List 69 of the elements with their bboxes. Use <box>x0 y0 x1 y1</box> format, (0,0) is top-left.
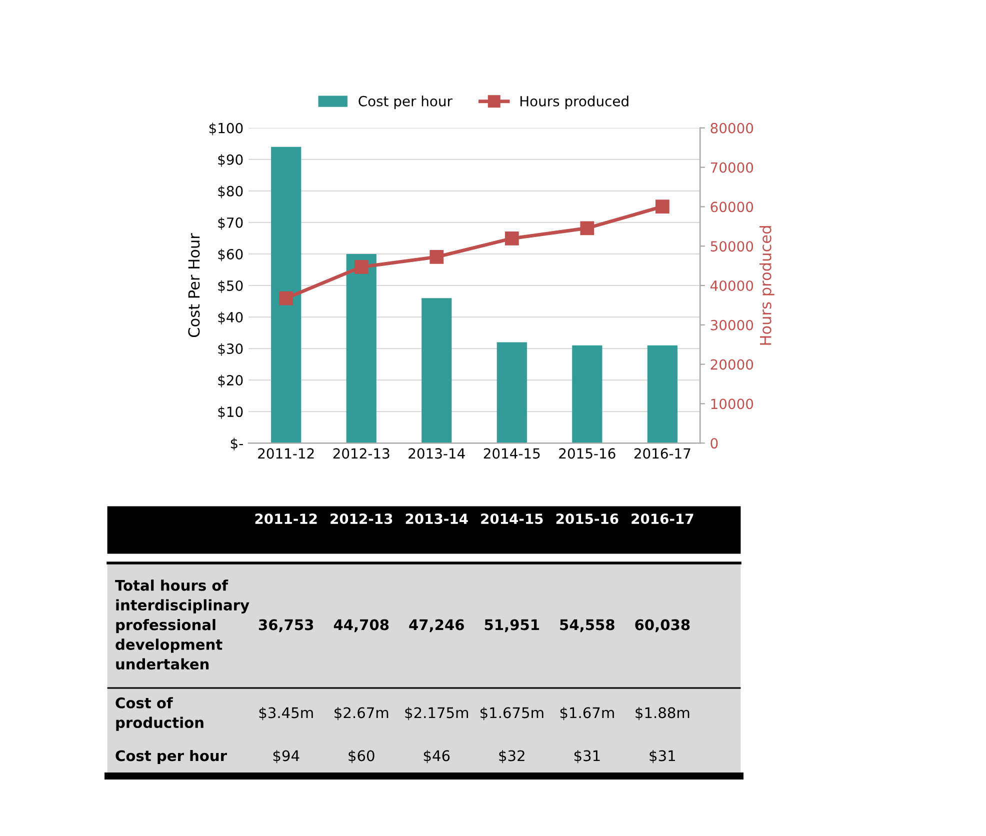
legend-label: Hours produced <box>520 96 628 110</box>
x-tick-label: 2016-17 <box>634 448 690 459</box>
y-tick-label: $- <box>230 438 243 450</box>
y2-tick-label: 80000 <box>710 122 754 134</box>
x-tick-label: 2014-15 <box>484 448 540 459</box>
point <box>580 221 594 236</box>
category-label: 2012-13 <box>330 514 392 524</box>
y-tick-label: $20 <box>218 374 243 388</box>
data-label: 51,951 <box>484 619 540 632</box>
y-tick-label: $70 <box>218 217 243 230</box>
bar <box>271 146 302 444</box>
y-tick-label: $80 <box>218 186 243 198</box>
bar <box>346 254 376 444</box>
data-label: 47,246 <box>409 619 464 632</box>
text: $1.67m <box>560 706 614 720</box>
category-label: 2011-12 <box>255 514 317 524</box>
y2-tick-label: 60000 <box>710 202 754 212</box>
data-label: 60,038 <box>635 619 690 632</box>
y2-tick-label: 0 <box>710 438 718 449</box>
y2-tick-label: 50000 <box>710 241 754 252</box>
data-label: $31 <box>574 750 600 764</box>
x-tick-label: 2012-13 <box>333 448 390 459</box>
category-label: 2015-16 <box>556 514 618 524</box>
x-tick-label: 2013-14 <box>408 448 465 459</box>
x-tick-label: 2011-12 <box>258 448 314 459</box>
text: $2.175m <box>405 706 468 720</box>
point <box>504 231 519 246</box>
data-label: 44,708 <box>334 619 389 632</box>
category-label: 2013-14 <box>406 514 468 524</box>
x-tick-label: 2015-16 <box>559 448 616 459</box>
point <box>655 200 670 214</box>
y-tick-label: $30 <box>218 343 243 356</box>
y2-axis-title: Hours produced <box>760 226 774 345</box>
y-tick-label: $60 <box>218 248 243 262</box>
point <box>354 260 368 274</box>
y-tick-label: $50 <box>218 280 243 293</box>
text: Cost per hour <box>116 750 227 764</box>
text: Cost of production <box>116 697 204 731</box>
text: $1.88m <box>636 706 690 720</box>
y-tick-label: $90 <box>218 154 243 167</box>
data-label: 36,753 <box>258 619 314 632</box>
data-label: $60 <box>348 750 374 764</box>
category-label: 2016-17 <box>632 514 694 524</box>
data-label: 54,558 <box>560 619 614 632</box>
y-tick-label: $40 <box>218 312 243 324</box>
bar <box>496 342 527 444</box>
data-label: $46 <box>424 750 450 764</box>
y2-tick-label: 20000 <box>710 359 754 370</box>
y-tick-label: $10 <box>218 406 243 419</box>
y2-tick-label: 10000 <box>711 398 754 410</box>
data-label: $32 <box>499 750 524 764</box>
text: Total hours of interdisciplinary professional development undertaken <box>115 580 250 670</box>
text: $2.67m <box>334 706 388 720</box>
data-label: $31 <box>650 750 675 764</box>
point <box>430 250 444 264</box>
bar <box>422 298 452 444</box>
y2-tick-label: 70000 <box>710 162 754 173</box>
text: $1.675m <box>480 706 544 720</box>
point <box>279 291 294 306</box>
y2-tick-label: 30000 <box>710 320 754 330</box>
y2-tick-label: 40000 <box>710 280 754 291</box>
legend-label: Cost per hour <box>358 96 452 110</box>
data-label: $94 <box>273 750 300 764</box>
bar <box>647 345 678 444</box>
bar <box>572 345 602 444</box>
text: $3.45m <box>259 706 313 720</box>
category-label: 2014-15 <box>481 514 543 524</box>
y-axis-title: Cost Per Hour <box>188 233 200 338</box>
y-tick-label: $100 <box>209 122 243 136</box>
